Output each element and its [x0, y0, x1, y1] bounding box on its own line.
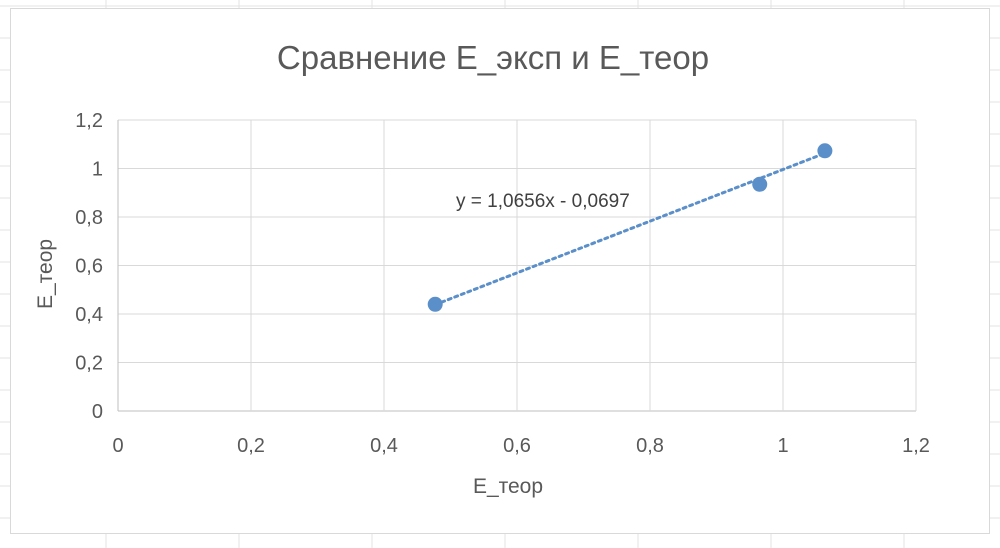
trendline: [433, 151, 827, 307]
data-point[interactable]: [817, 143, 833, 159]
data-point[interactable]: [752, 176, 768, 192]
data-points: [427, 143, 833, 312]
y-tick-label: 0,2: [75, 353, 103, 375]
trendline-path: [433, 151, 827, 307]
y-axis-title: E_теор: [34, 239, 57, 309]
data-point[interactable]: [427, 296, 443, 312]
y-tick-label: 0,4: [75, 304, 103, 326]
x-tick-label: 1: [777, 435, 788, 457]
x-tick-label: 1,2: [902, 435, 930, 457]
x-tick-label: 0: [112, 435, 123, 457]
y-axis-ticks: 0 0,2 0,4 0,6 0,8 1 1,2: [75, 110, 103, 423]
y-tick-label: 0: [92, 401, 103, 423]
y-tick-label: 1: [92, 159, 103, 181]
gridlines: [117, 119, 917, 412]
x-tick-label: 0,6: [503, 435, 531, 457]
x-tick-label: 0,2: [237, 435, 265, 457]
y-tick-label: 1,2: [75, 110, 103, 132]
y-tick-label: 0,8: [75, 207, 103, 229]
trendline-equation: y = 1,0656x - 0,0697: [456, 191, 630, 212]
x-axis-ticks: 0 0,2 0,4 0,6 0,8 1 1,2: [112, 435, 929, 457]
x-tick-label: 0,8: [636, 435, 664, 457]
scatter-chart: Сравнение E_эксп и E_теор 0 0,2 0,4 0,6 0,8 1…: [34, 39, 930, 498]
chart-title: Сравнение E_эксп и E_теор: [277, 39, 709, 76]
chart-area[interactable]: Сравнение E_эксп и E_теор 0 0,2 0,4 0,6 0,8 1…: [10, 8, 990, 534]
x-axis-title: E_теор: [473, 475, 543, 498]
x-tick-label: 0,4: [370, 435, 398, 457]
y-tick-label: 0,6: [75, 256, 103, 278]
